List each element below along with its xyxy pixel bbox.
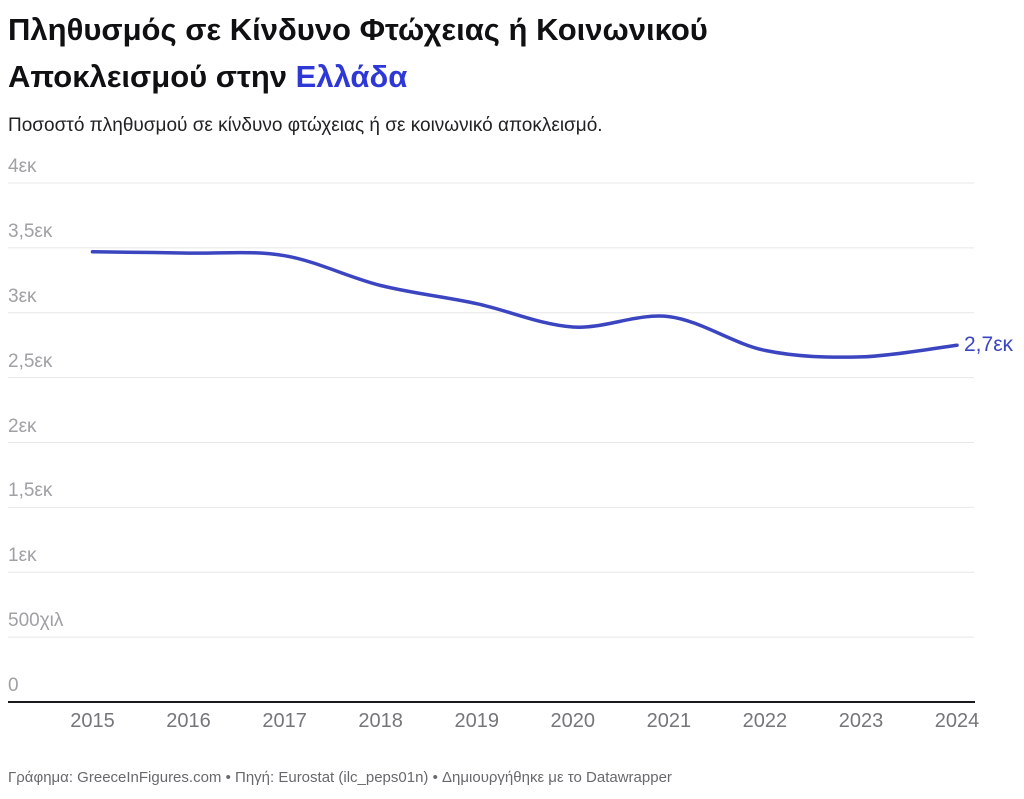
- x-axis-tick-label: 2018: [358, 710, 403, 732]
- y-axis-tick-label: 4εκ: [8, 156, 37, 177]
- chart-subtitle: Ποσοστό πληθυσμού σε κίνδυνο φτώχειας ή …: [8, 115, 603, 136]
- x-axis-tick-label: 2024: [934, 710, 980, 732]
- y-axis-tick-label: 1,5εκ: [8, 480, 53, 502]
- title-country-highlight: Ελλάδα: [295, 59, 408, 94]
- data-line[interactable]: [90, 250, 959, 359]
- y-axis-tick-label: 0: [8, 675, 19, 696]
- x-axis-tick-label: 2015: [70, 710, 115, 732]
- chart-footer: Γράφημα: GreeceInFigures.com • Πηγή: Eur…: [8, 769, 672, 786]
- chart-title: Πληθυσμός σε Κίνδυνο Φτώχειας ή Κοινωνικ…: [8, 6, 1008, 100]
- y-axis-tick-label: 2,5εκ: [8, 350, 53, 372]
- line-end-label: 2,7εκ: [964, 333, 1014, 357]
- x-axis-tick-label: 2017: [262, 710, 307, 732]
- title-line2: Αποκλεισμού στην: [8, 59, 288, 94]
- x-axis-tick-label: 2023: [838, 710, 884, 732]
- x-axis-tick-label: 2021: [646, 710, 692, 732]
- title-line1: Πληθυσμός σε Κίνδυνο Φτώχειας ή Κοινωνικ…: [8, 12, 708, 47]
- x-axis-tick-label: 2022: [742, 710, 788, 732]
- y-axis-tick-label: 3εκ: [8, 285, 37, 307]
- x-axis-tick-label: 2019: [454, 710, 499, 732]
- x-axis-tick-label: 2020: [550, 710, 596, 732]
- y-axis-tick-label: 1εκ: [8, 545, 37, 567]
- y-axis-tick-label: 2εκ: [8, 415, 37, 437]
- y-axis-tick-label: 3,5εκ: [8, 220, 53, 242]
- x-axis-tick-label: 2016: [166, 710, 211, 732]
- y-axis-tick-label: 500χιλ: [8, 610, 64, 632]
- chart-header: Πληθυσμός σε Κίνδυνο Φτώχειας ή Κοινωνικ…: [8, 6, 1008, 100]
